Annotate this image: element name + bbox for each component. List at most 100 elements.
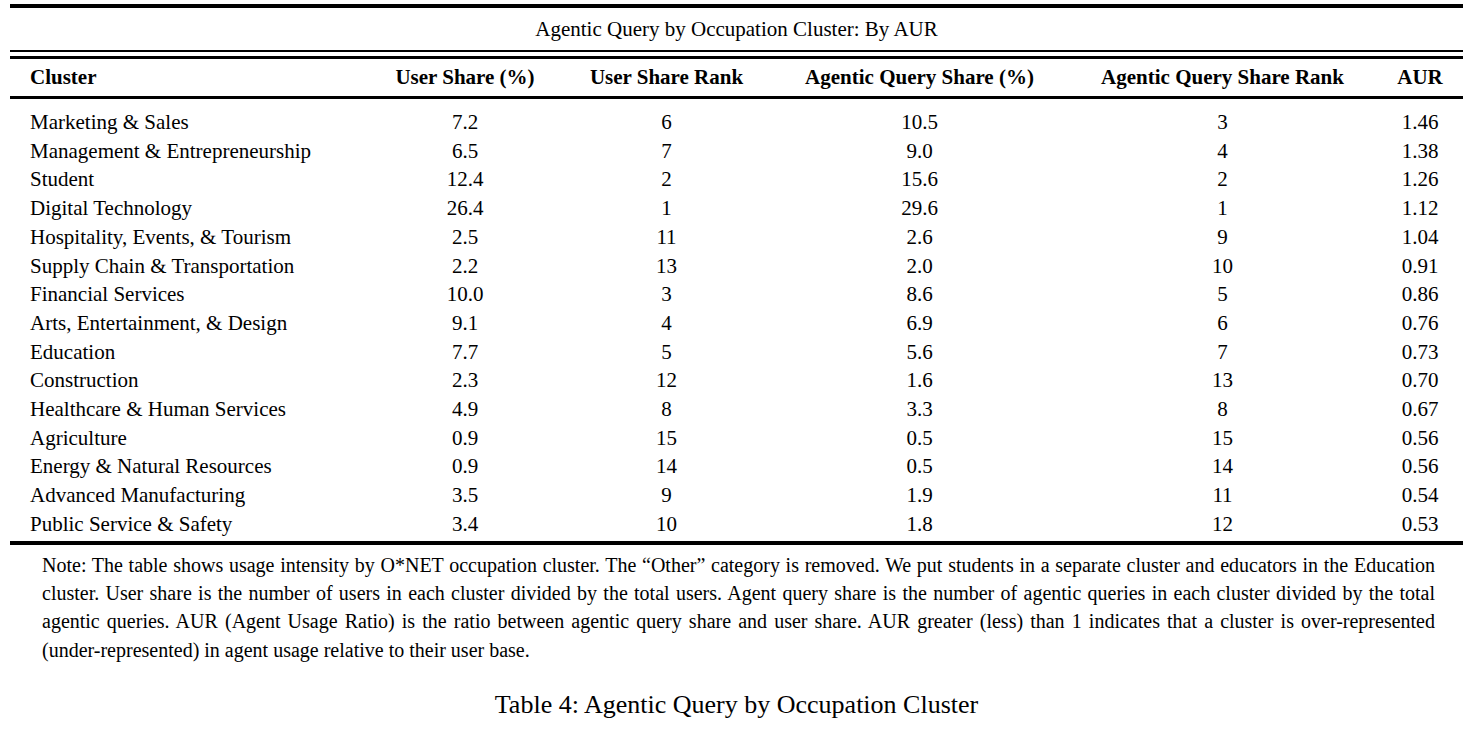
cluster-cell: Marketing & Sales — [10, 96, 368, 137]
value-cell: 7.2 — [368, 96, 562, 137]
value-cell: 1 — [562, 194, 771, 223]
value-cell: 0.86 — [1377, 280, 1463, 309]
value-cell: 1 — [1068, 194, 1377, 223]
value-cell: 4.9 — [368, 395, 562, 424]
value-cell: 0.54 — [1377, 481, 1463, 510]
table-row: Advanced Manufacturing3.591.9110.54 — [10, 481, 1463, 510]
value-cell: 1.38 — [1377, 137, 1463, 166]
value-cell: 1.12 — [1377, 194, 1463, 223]
value-cell: 14 — [1068, 452, 1377, 481]
value-cell: 10.0 — [368, 280, 562, 309]
value-cell: 0.67 — [1377, 395, 1463, 424]
cluster-cell: Agriculture — [10, 424, 368, 453]
cluster-cell: Education — [10, 338, 368, 367]
cluster-cell: Financial Services — [10, 280, 368, 309]
value-cell: 9.1 — [368, 309, 562, 338]
value-cell: 6.5 — [368, 137, 562, 166]
value-cell: 2.2 — [368, 252, 562, 281]
value-cell: 11 — [1068, 481, 1377, 510]
title-divider-upper — [10, 50, 1463, 52]
table-row: Arts, Entertainment, & Design9.146.960.7… — [10, 309, 1463, 338]
value-cell: 12 — [1068, 510, 1377, 539]
table-row: Hospitality, Events, & Tourism2.5112.691… — [10, 223, 1463, 252]
table-row: Public Service & Safety3.4101.8120.53 — [10, 510, 1463, 539]
value-cell: 10 — [1068, 252, 1377, 281]
cluster-cell: Student — [10, 165, 368, 194]
value-cell: 6 — [1068, 309, 1377, 338]
paper-page: Agentic Query by Occupation Cluster: By … — [0, 0, 1473, 732]
value-cell: 12 — [562, 366, 771, 395]
column-header-user-share-rank: User Share Rank — [562, 59, 771, 96]
bottom-rule — [10, 541, 1463, 545]
table-row: Digital Technology26.4129.611.12 — [10, 194, 1463, 223]
value-cell: 29.6 — [771, 194, 1068, 223]
value-cell: 3.3 — [771, 395, 1068, 424]
value-cell: 0.73 — [1377, 338, 1463, 367]
value-cell: 0.76 — [1377, 309, 1463, 338]
value-cell: 2.6 — [771, 223, 1068, 252]
cluster-cell: Healthcare & Human Services — [10, 395, 368, 424]
table-row: Student12.4215.621.26 — [10, 165, 1463, 194]
value-cell: 1.9 — [771, 481, 1068, 510]
value-cell: 0.5 — [771, 452, 1068, 481]
value-cell: 3 — [562, 280, 771, 309]
cluster-cell: Digital Technology — [10, 194, 368, 223]
value-cell: 5.6 — [771, 338, 1068, 367]
value-cell: 10 — [562, 510, 771, 539]
value-cell: 12.4 — [368, 165, 562, 194]
value-cell: 5 — [562, 338, 771, 367]
value-cell: 0.9 — [368, 452, 562, 481]
header-divider — [10, 96, 1463, 99]
value-cell: 15 — [562, 424, 771, 453]
table-note: Note: The table shows usage intensity by… — [42, 551, 1435, 664]
table-row: Healthcare & Human Services4.983.380.67 — [10, 395, 1463, 424]
value-cell: 4 — [562, 309, 771, 338]
table-row: Education7.755.670.73 — [10, 338, 1463, 367]
value-cell: 1.8 — [771, 510, 1068, 539]
value-cell: 9 — [1068, 223, 1377, 252]
table-row: Financial Services10.038.650.86 — [10, 280, 1463, 309]
cluster-cell: Construction — [10, 366, 368, 395]
value-cell: 0.53 — [1377, 510, 1463, 539]
cluster-cell: Arts, Entertainment, & Design — [10, 309, 368, 338]
value-cell: 1.26 — [1377, 165, 1463, 194]
column-header-aur: AUR — [1377, 59, 1463, 96]
column-header-agentic-query-share-rank: Agentic Query Share Rank — [1068, 59, 1377, 96]
table-row: Construction2.3121.6130.70 — [10, 366, 1463, 395]
value-cell: 3.4 — [368, 510, 562, 539]
table-caption: Table 4: Agentic Query by Occupation Clu… — [0, 690, 1473, 720]
table-row: Energy & Natural Resources0.9140.5140.56 — [10, 452, 1463, 481]
value-cell: 13 — [562, 252, 771, 281]
cluster-cell: Management & Entrepreneurship — [10, 137, 368, 166]
value-cell: 14 — [562, 452, 771, 481]
table-row: Agriculture0.9150.5150.56 — [10, 424, 1463, 453]
table-row: Management & Entrepreneurship6.579.041.3… — [10, 137, 1463, 166]
column-header-cluster: Cluster — [10, 59, 368, 96]
value-cell: 15.6 — [771, 165, 1068, 194]
value-cell: 8 — [562, 395, 771, 424]
table-row: Supply Chain & Transportation2.2132.0100… — [10, 252, 1463, 281]
value-cell: 2 — [562, 165, 771, 194]
value-cell: 6 — [562, 96, 771, 137]
value-cell: 10.5 — [771, 96, 1068, 137]
column-header-agentic-query-share: Agentic Query Share (%) — [771, 59, 1068, 96]
value-cell: 3 — [1068, 96, 1377, 137]
table-title: Agentic Query by Occupation Cluster: By … — [10, 8, 1463, 50]
value-cell: 7 — [1068, 338, 1377, 367]
value-cell: 0.5 — [771, 424, 1068, 453]
value-cell: 0.91 — [1377, 252, 1463, 281]
value-cell: 7 — [562, 137, 771, 166]
value-cell: 9.0 — [771, 137, 1068, 166]
value-cell: 0.9 — [368, 424, 562, 453]
value-cell: 9 — [562, 481, 771, 510]
column-header-user-share: User Share (%) — [368, 59, 562, 96]
value-cell: 1.6 — [771, 366, 1068, 395]
cluster-cell: Advanced Manufacturing — [10, 481, 368, 510]
value-cell: 4 — [1068, 137, 1377, 166]
value-cell: 8 — [1068, 395, 1377, 424]
cluster-cell: Energy & Natural Resources — [10, 452, 368, 481]
table-row: Marketing & Sales7.2610.531.46 — [10, 96, 1463, 137]
occupation-cluster-table: Cluster User Share (%) User Share Rank A… — [10, 59, 1463, 539]
value-cell: 2.3 — [368, 366, 562, 395]
value-cell: 11 — [562, 223, 771, 252]
